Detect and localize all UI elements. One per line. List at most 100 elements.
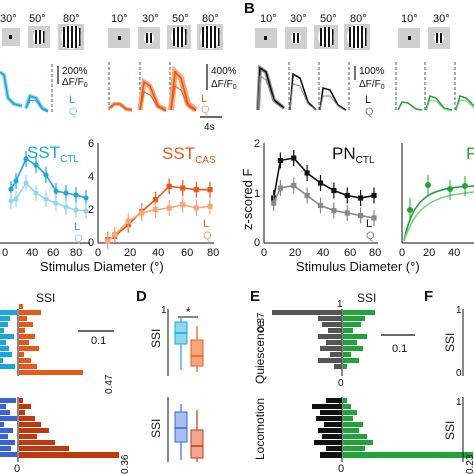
data-point-l (8, 186, 14, 192)
data-point-l (277, 157, 283, 164)
scalebar-1: 200% ΔF/F0 (57, 66, 88, 89)
data-point-q (73, 207, 79, 213)
ssi-histogram-locomotion-left: 0 0.36 (0, 397, 131, 474)
stim-angles-group-1: 30° 50° 80° (0, 13, 80, 25)
histogram-bars-blue (0, 398, 17, 457)
angle-label: 10° (260, 13, 277, 25)
boxplot-quiescence: SSI 1 * (149, 305, 204, 376)
y-tick-label: 1 (161, 305, 167, 316)
legend-q: Q (74, 233, 83, 245)
box-sst-ctl (174, 411, 188, 443)
ssi-axis-label: SSI (149, 329, 163, 348)
x-tick-label: 20 (289, 247, 301, 259)
x-tick-label: 0 (2, 247, 8, 259)
legend-l: L (365, 94, 371, 106)
ssi-scalebar-label: 0.1 (392, 343, 407, 355)
data-point-q (371, 215, 377, 221)
data-point-q (277, 185, 283, 191)
x-tick-labels: 0 20 40 60 80 (95, 247, 219, 259)
y-tick-label: 0 (338, 378, 344, 389)
data-point-q (13, 196, 19, 202)
angle-label: 30° (0, 13, 17, 25)
angle-label: 50° (29, 13, 46, 25)
y-tick-labels: 6 4 2 0 (88, 138, 94, 249)
significance-star: * (186, 305, 191, 319)
x-tick-label: 40 (448, 247, 460, 259)
ssi-histogram-quiescence-left: SSI 0.1 0.47 (0, 291, 115, 394)
angle-label: 80° (350, 13, 367, 25)
data-point-q (344, 210, 350, 216)
histogram-bars-red (19, 398, 119, 458)
x-tick-labels: 0 20 40 (399, 247, 460, 259)
data-point-l (193, 187, 199, 193)
data-point-q (304, 192, 310, 199)
data-point-l (23, 156, 29, 162)
scalebar-label: 200% (62, 66, 88, 77)
x-tick-label: 20 (423, 247, 435, 259)
data-point-l (166, 183, 172, 189)
angle-label: 30° (433, 13, 450, 25)
grating-stimulus-icon (167, 25, 191, 49)
x-tick-labels: 0 40 60 80 (2, 247, 82, 259)
data-point-q (112, 232, 118, 238)
x-tick-label: 20 (124, 247, 136, 259)
legend-l: L (366, 218, 372, 230)
ssi-scalebar-label: 0.1 (91, 335, 106, 347)
angle-label: 50° (320, 13, 337, 25)
ssi-zero-label: 0 (338, 463, 344, 474)
data-point-l (371, 192, 377, 199)
data-point-l (180, 185, 186, 191)
y-tick-label: 2 (88, 204, 94, 216)
data-point-q (43, 196, 49, 202)
y-tick-label: 4 (88, 171, 94, 183)
data-marks-sst-cas (105, 178, 213, 250)
x-tick-label: 60 (47, 247, 59, 259)
data-point-q (207, 203, 213, 209)
histogram-bars-green (343, 398, 473, 458)
grating-stimulus-icon (285, 27, 307, 49)
data-point-q (180, 202, 186, 208)
legend-l: L (203, 218, 209, 230)
y-tick-label: 0 (456, 368, 462, 379)
scalebar-dff-label: ΔF/F0 (359, 79, 385, 91)
y-tick-label: 1 (456, 305, 462, 316)
histogram-bars-gray (272, 310, 342, 369)
data-point-l (317, 180, 324, 186)
data-point-q (33, 190, 39, 196)
y-tick-label: 0 (254, 237, 260, 249)
y-tick-label: 1 (337, 299, 343, 310)
y-tick-label: 1 (254, 188, 260, 200)
stim-angles-group-4: 10° 30° (401, 13, 450, 25)
data-point-l (83, 195, 89, 201)
x-tick-label: 0 (261, 247, 267, 259)
y-tick-label: 1 (456, 397, 462, 408)
grating-stimulus-icon (314, 25, 338, 49)
ssi-axis-label: SSI (149, 419, 163, 438)
data-point-l (53, 188, 59, 194)
data-point-q (166, 205, 172, 211)
y-axis-label: z-scored F (240, 169, 255, 230)
state-label-locomotion: Locomotion (253, 398, 267, 460)
grating-stimulus-icon (255, 28, 277, 48)
grating-stimulus-icon (138, 27, 160, 49)
x-tick-label: 80 (70, 247, 82, 259)
data-point-q (83, 208, 89, 214)
data-point-l (207, 187, 213, 193)
fit-curve-green-l (403, 185, 474, 241)
histogram-bars-black (312, 398, 342, 458)
fit-curve-green-q (403, 191, 474, 242)
state-label-quiescence: Quiescence (253, 320, 267, 384)
panel-letter-e: E (250, 288, 260, 305)
legend-q: Q (203, 230, 212, 242)
data-point-q (358, 212, 364, 219)
trace-row: 200% ΔF/F0 L Q 400% ΔF/F0 4s L Q (0, 62, 474, 133)
data-point-l (291, 155, 297, 161)
histogram-bars-blue (0, 310, 17, 369)
legend-q: Q (366, 230, 375, 242)
ssi-histogram-quiescence-right: Quiescence 0.37 1 SSI 0.1 0 (253, 291, 415, 389)
x-axis-label: Stimulus Diameter (°) (296, 259, 420, 274)
data-points-green (407, 175, 468, 222)
x-tick-label: 0 (95, 247, 101, 259)
data-marks-pn-ctl (271, 150, 377, 226)
